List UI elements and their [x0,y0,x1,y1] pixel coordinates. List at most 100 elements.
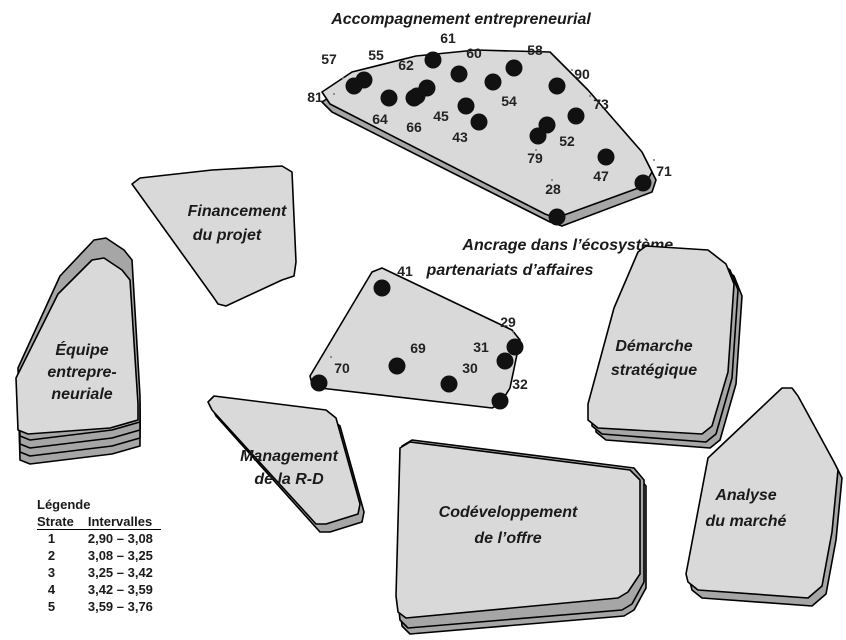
zone-management: Management de la R-D [207,395,365,533]
zone-equipe-label-line3: neuriale [51,386,112,403]
point-47-label: 47 [593,168,609,184]
point-73: 73 [567,95,609,125]
legend-row-intervalle: 3,42 – 3,59 [87,582,153,597]
points-accompagnement: 57 55 61 62 60 58 81 64 [307,30,672,226]
zone-management-label-line2: de la R-D [254,471,324,488]
point-54: 54 [484,73,517,109]
legend-title: Légende [37,497,91,512]
point-81-label: 81 [307,89,323,105]
legend-row: 2 3,08 – 3,25 [37,547,161,564]
point-54-marker [484,73,502,91]
point-73-label: 73 [593,96,609,112]
point-70: 70 [310,356,350,392]
point-90-label: 90 [574,66,590,82]
point-73-marker [567,107,585,125]
point-60: 60 [450,45,482,83]
legend-row-intervalle: 3,08 – 3,25 [87,548,153,563]
legend-row-strate: 4 [47,582,56,597]
point-79-label: 79 [527,150,543,166]
point-31-label: 31 [473,339,489,355]
zone-codeveloppement: Codéveloppement de l’offre [395,439,647,635]
legend-table: Strate Intervalles 1 2,90 – 3,08 2 3,08 … [37,514,161,615]
zone-codeveloppement-label-line1: Codéveloppement [439,504,578,521]
zone-demarche-stratum-1 [587,245,735,435]
legend-col-intervalles: Intervalles [87,514,161,530]
zone-ancrage-stratum-1 [309,267,521,409]
point-73-leader [589,95,591,97]
point-32-label: 32 [512,376,528,392]
zone-equipe-stratum-1 [15,257,139,435]
zone-equipe-label-line1: Équipe [55,340,108,359]
zone-management-label-line1: Management [240,448,338,465]
point-31-marker [496,352,514,370]
point-61: 61 [424,30,456,69]
zone-ancrage-label-line2: partenariats d’affaires [426,262,594,279]
legend-row-strate: 1 [47,531,56,546]
point-32: 32 [491,376,528,410]
zone-ancrage-label-line1: Ancrage dans l’écosystème, [461,237,677,254]
zone-ancrage: Ancrage dans l’écosystème, partenariats … [309,237,678,409]
legend-row-strate: 2 [47,548,56,563]
point-61-marker [424,51,442,69]
point-62-label: 62 [398,57,414,73]
point-69-label: 69 [410,340,426,356]
point-45-marker [457,97,475,115]
point-71-leader [653,159,655,161]
point-43-marker [470,113,488,131]
point-30-label: 30 [462,360,478,376]
point-90-leader [571,69,573,71]
point-29-marker [506,338,524,356]
point-57-leader [342,77,344,79]
point-54-label: 54 [501,93,517,109]
legend-row: 3 3,25 – 3,42 [37,564,161,581]
point-28-leader [551,179,553,181]
point-90: 90 [548,66,590,95]
point-69: 69 [388,340,426,375]
zone-accompagnement-stratum-2 [321,49,653,219]
zone-financement-label-line2: du projet [193,227,262,244]
point-66: 66 [406,87,426,135]
point-45: 45 [433,97,475,124]
zone-demarche: Démarche stratégique [587,245,743,449]
point-81: 81 [307,89,398,107]
point-47: 47 [593,148,615,184]
point-29: 29 [500,314,524,356]
zone-equipe: Équipe entrepre- neuriale [15,237,141,465]
point-32-marker [491,392,509,410]
point-71-label: 71 [656,163,672,179]
point-64-label: 64 [372,111,388,127]
point-71: 71 [634,159,672,192]
point-41-marker [373,279,391,297]
legend-row: 5 3,59 – 3,76 [37,598,161,615]
point-69-marker [388,357,406,375]
point-79: 79 [527,127,547,166]
zone-equipe-label-line2: entrepre- [47,364,116,381]
point-60-label: 60 [466,45,482,61]
point-47-marker [597,148,615,166]
zone-financement-label-line1: Financement [188,203,287,220]
legend-row-strate: 5 [47,599,56,614]
legend-row-intervalle: 2,90 – 3,08 [87,531,153,546]
point-81-leader [333,93,335,95]
zone-analyse: Analyse du marché [685,387,843,607]
point-30-marker [440,375,458,393]
point-30: 30 [440,360,478,393]
point-58-marker [505,59,523,77]
point-61-label: 61 [440,30,456,46]
point-55-label: 55 [368,47,384,63]
zone-management-stratum-1 [207,395,361,525]
zone-codeveloppement-stratum-1 [395,441,641,619]
zone-demarche-label-line2: stratégique [611,362,697,379]
legend-row-intervalle: 3,25 – 3,42 [87,565,153,580]
legend-col-strate: Strate [37,514,88,530]
point-57-label: 57 [321,51,337,67]
point-79-marker [529,127,547,145]
point-66-marker [408,87,426,105]
legend-row-strate: 3 [47,565,56,580]
point-28: 28 [545,179,566,226]
zone-financement: Financement du projet [131,165,297,307]
legend-header-row: Strate Intervalles [37,514,161,530]
point-41: 41 [373,263,413,297]
point-28-marker [548,208,566,226]
